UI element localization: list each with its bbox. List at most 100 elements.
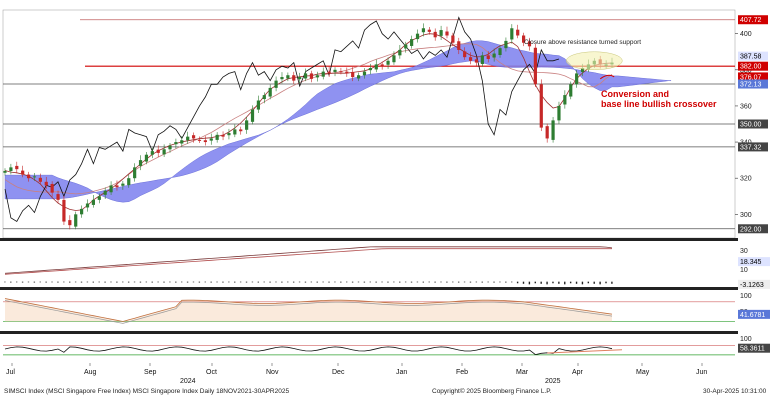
candle-body — [109, 185, 113, 193]
oscillator-panel — [4, 281, 613, 285]
sub-tick-label: 30 — [740, 248, 748, 255]
candle-body — [15, 165, 19, 170]
candle-body — [121, 183, 125, 186]
oscillator-bar — [104, 281, 106, 283]
candle-body — [333, 69, 337, 72]
panel-separator — [0, 238, 738, 241]
oscillator-bar — [505, 281, 507, 283]
oscillator-bar — [45, 281, 47, 283]
y-tick-label: 360 — [740, 103, 752, 110]
oscillator-bar — [127, 281, 130, 283]
oscillator-bar — [564, 281, 566, 285]
candle-body — [268, 87, 272, 97]
candle-body — [356, 75, 361, 79]
candle-body — [298, 77, 302, 80]
candle-body — [227, 133, 231, 136]
candle-body — [21, 170, 25, 175]
oscillator-bar — [452, 281, 454, 283]
oscillator-bar — [63, 281, 65, 283]
candle-body — [315, 75, 319, 78]
oscillator-bar — [263, 281, 265, 283]
oscillator-bar — [346, 281, 348, 283]
x-year-label: 2025 — [545, 378, 561, 385]
oscillator-bar — [175, 281, 177, 283]
indicator-tag-label: 18.345 — [740, 259, 762, 266]
oscillator-bar — [86, 281, 89, 283]
oscillator-bar — [434, 281, 436, 283]
sub-panel-axes: 30201018.345-3.12631005041.67811005058.3… — [738, 248, 770, 355]
oscillator-bar — [15, 281, 18, 283]
candle-body — [410, 39, 414, 46]
oscillator-bar — [310, 281, 313, 283]
rsi-panel — [3, 345, 735, 356]
oscillator-bar — [110, 281, 112, 283]
x-month-label: May — [636, 369, 650, 376]
highlight-ellipse — [566, 51, 623, 71]
price-tag — [738, 79, 768, 89]
sub-tick-label: 100 — [740, 293, 752, 300]
panel-separator — [0, 287, 738, 290]
x-month-label: Nov — [266, 369, 279, 376]
candle-body — [138, 160, 143, 166]
candle-body — [115, 185, 119, 188]
x-month-label: Jul — [6, 369, 15, 376]
candle-body — [468, 57, 473, 61]
candle-body — [563, 95, 567, 105]
candle-body — [239, 129, 243, 132]
oscillator-bar — [186, 281, 189, 283]
candle-body — [480, 55, 484, 65]
price-tag-label: 376.07 — [740, 74, 762, 81]
candle-body — [522, 35, 526, 43]
x-month-label: Jun — [696, 369, 707, 376]
oscillator-bar — [275, 281, 277, 283]
candle-body — [174, 142, 178, 145]
x-year-label: 2024 — [180, 378, 196, 385]
candle-body — [368, 68, 372, 71]
oscillator-bar — [10, 281, 12, 283]
oscillator-bar — [587, 281, 590, 284]
oscillator-bar — [116, 281, 118, 283]
price-tag — [738, 15, 768, 25]
y-tick-label: 320 — [740, 176, 752, 183]
oscillator-bar — [21, 281, 24, 283]
rsi-trend-arrow — [547, 349, 623, 354]
candle-body — [575, 73, 579, 85]
price-tag-label: 372.13 — [740, 82, 762, 89]
candle-body — [498, 48, 502, 55]
oscillator-bar — [145, 281, 148, 283]
price-tag — [738, 61, 768, 71]
oscillator-bar — [404, 281, 407, 283]
oscillator-bar — [599, 281, 601, 285]
oscillator-bar — [180, 281, 183, 283]
oscillator-bar — [540, 281, 542, 284]
oscillator-bar — [69, 281, 71, 283]
candle-body — [404, 44, 408, 49]
candle-body — [569, 84, 573, 97]
oscillator-bar — [446, 281, 448, 283]
price-tag-label: 337.32 — [740, 144, 762, 151]
candle-body — [103, 190, 107, 195]
price-tag-label: 382.00 — [740, 64, 762, 71]
candle-body — [91, 199, 95, 205]
oscillator-bar — [192, 281, 195, 283]
candle-body — [321, 71, 325, 77]
price-tag-label: 292.00 — [740, 226, 762, 233]
candle-body — [427, 29, 431, 32]
oscillator-bar — [558, 281, 560, 284]
oscillator-bar — [292, 281, 295, 283]
candle-body — [362, 71, 367, 76]
oscillator-bar — [228, 281, 230, 283]
footer-center: Copyright© 2025 Bloomberg Finance L.P. — [432, 387, 552, 395]
candle-body — [133, 167, 137, 179]
candle-body — [504, 40, 508, 49]
x-month-label: Apr — [572, 369, 584, 376]
oscillator-bar — [74, 281, 77, 283]
indicator-tag — [738, 343, 770, 353]
oscillator-bar — [581, 281, 584, 285]
candle-body — [74, 214, 78, 227]
oscillator-bar — [287, 281, 289, 283]
oscillator-bar — [251, 281, 254, 283]
oscillator-bar — [133, 281, 136, 283]
indicator-tag-label: 41.6781 — [740, 312, 765, 319]
candle-body — [215, 134, 219, 140]
